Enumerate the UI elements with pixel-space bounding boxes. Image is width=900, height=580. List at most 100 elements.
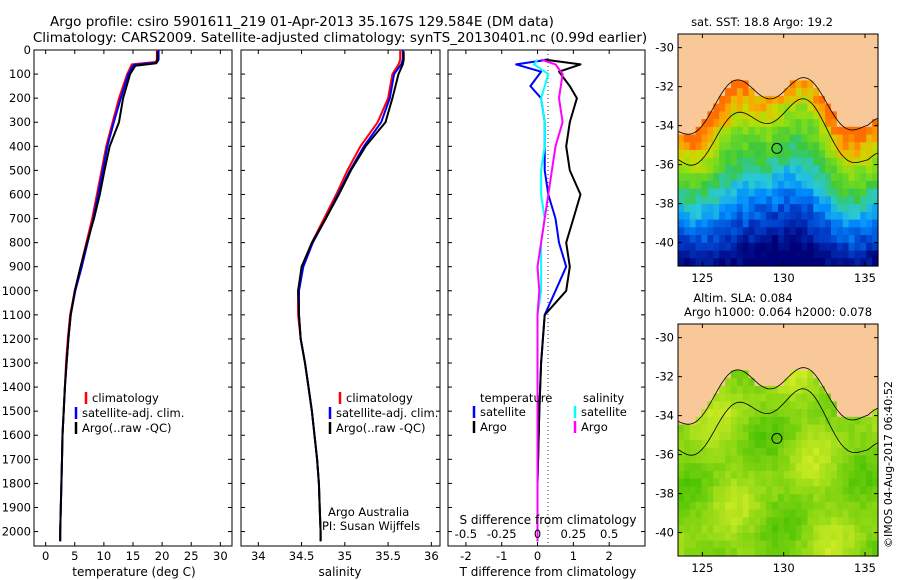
map-cell (742, 211, 750, 221)
map-cell (836, 455, 844, 464)
map-cell (842, 463, 850, 472)
map-cell (713, 134, 720, 143)
map-cell (772, 57, 779, 66)
map-cell (725, 393, 732, 402)
map-cell (842, 478, 850, 487)
map-cell (760, 486, 767, 495)
map-cell (701, 440, 709, 449)
map-cell (789, 525, 797, 534)
map-cell (848, 165, 856, 174)
map-cell (789, 455, 797, 464)
map-cell (713, 354, 720, 364)
map-cell (807, 227, 814, 236)
map-cell (701, 235, 709, 244)
map-cell (760, 324, 767, 333)
map-cell (825, 95, 832, 105)
map-cell (778, 250, 785, 259)
map-cell (830, 157, 838, 167)
map-cell (842, 196, 850, 205)
map-cell (725, 424, 732, 433)
map-cell (730, 324, 738, 333)
map-cell (748, 331, 756, 341)
map-cell (866, 470, 873, 480)
map-cell (719, 219, 726, 228)
legend-t-satellite-label: satellite (480, 405, 526, 419)
map-cell (766, 180, 773, 190)
map-cell (789, 180, 797, 190)
map-cell (825, 227, 832, 236)
map-cell (701, 401, 709, 410)
map-cell (772, 157, 779, 167)
map-cell (872, 416, 879, 426)
map-cell (807, 440, 814, 449)
map-cell (754, 432, 761, 441)
map-cell (707, 455, 714, 464)
map-cell (813, 362, 820, 371)
map-cell (736, 64, 744, 74)
map-cell (707, 339, 714, 348)
map-cell (748, 548, 756, 557)
map-cell (825, 157, 832, 167)
map-cell (860, 250, 867, 259)
map-cell (772, 331, 779, 341)
map-cell (730, 211, 738, 221)
map-cell (801, 180, 809, 190)
map-cell (683, 509, 691, 518)
map-cell (819, 235, 826, 244)
map-cell (778, 409, 785, 418)
map-cell (801, 432, 809, 441)
map-cell (860, 486, 867, 495)
map-cell (719, 134, 726, 143)
map-cell (866, 540, 873, 549)
map-cell (713, 463, 720, 472)
map-cell (854, 370, 861, 379)
map-cell (813, 463, 820, 472)
map-cell (730, 80, 738, 89)
map-cell (695, 362, 703, 371)
map-cell (760, 103, 767, 112)
map-cell (854, 424, 861, 433)
map-cell (807, 540, 814, 549)
map-cell (701, 242, 709, 252)
map-cell (766, 378, 773, 387)
s-diff-tick-label: 0 (534, 527, 541, 541)
map-cell (766, 354, 773, 364)
map-cell (848, 540, 856, 549)
map-cell (854, 455, 861, 464)
map-cell (807, 88, 814, 97)
map-cell (725, 339, 732, 348)
sla-title-line-1: Altim. SLA: 0.084 (693, 291, 792, 305)
map-cell (801, 227, 809, 236)
temperature-axes-frame (33, 49, 233, 547)
map-cell (830, 41, 838, 51)
map-cell (701, 540, 709, 549)
map-cell (683, 517, 691, 526)
map-cell (760, 416, 767, 426)
map-cell (854, 347, 861, 356)
map-cell (689, 165, 697, 174)
x-tick-label: 35.5 (375, 549, 401, 563)
map-cell (807, 196, 814, 205)
map-cell (725, 331, 732, 341)
map-cell (848, 34, 856, 43)
map-cell (701, 188, 709, 197)
map-cell (748, 532, 756, 542)
x-tick-label: 0 (534, 549, 541, 563)
map-cell (836, 196, 844, 205)
map-cell (866, 385, 873, 395)
map-cell (683, 463, 691, 472)
map-cell (830, 354, 838, 364)
map-cell (789, 57, 797, 66)
map-cell (848, 501, 856, 511)
map-cell (860, 525, 867, 534)
map-cell (719, 227, 726, 236)
map-cell (754, 242, 761, 252)
map-cell (772, 111, 779, 120)
map-cell (778, 134, 785, 143)
map-cell (678, 347, 685, 356)
map-cell (813, 173, 820, 182)
map-cell (807, 548, 814, 557)
map-cell (725, 250, 732, 259)
map-cell (701, 180, 709, 190)
